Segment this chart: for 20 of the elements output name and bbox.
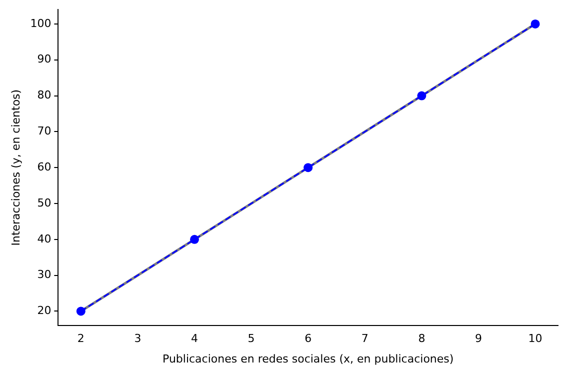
x-tick-label: 8 bbox=[418, 332, 426, 346]
x-tick-label: 6 bbox=[304, 332, 312, 346]
x-tick-label: 5 bbox=[248, 332, 255, 346]
y-axis-title: Interacciones (y, en cientos) bbox=[9, 89, 22, 246]
y-tick-label: 100 bbox=[30, 16, 52, 30]
y-tick-label: 50 bbox=[37, 196, 52, 210]
y-tick-label: 70 bbox=[37, 124, 52, 138]
y-tick-label: 30 bbox=[37, 268, 52, 282]
y-tick-label: 20 bbox=[37, 304, 52, 318]
x-tick-label: 3 bbox=[134, 332, 142, 346]
y-tick-label: 80 bbox=[37, 88, 52, 102]
x-tick-label: 2 bbox=[77, 332, 84, 346]
x-tick-label: 9 bbox=[474, 332, 482, 346]
x-tick-label: 4 bbox=[191, 332, 198, 346]
x-tick-label: 7 bbox=[361, 332, 368, 346]
y-tick-label: 60 bbox=[37, 160, 52, 174]
y-tick-label: 40 bbox=[37, 232, 52, 246]
y-tick-label: 90 bbox=[37, 52, 52, 66]
x-axis-title: Publicaciones en redes sociales (x, en publicaciones) bbox=[162, 352, 454, 366]
x-tick-label: 10 bbox=[528, 332, 542, 346]
